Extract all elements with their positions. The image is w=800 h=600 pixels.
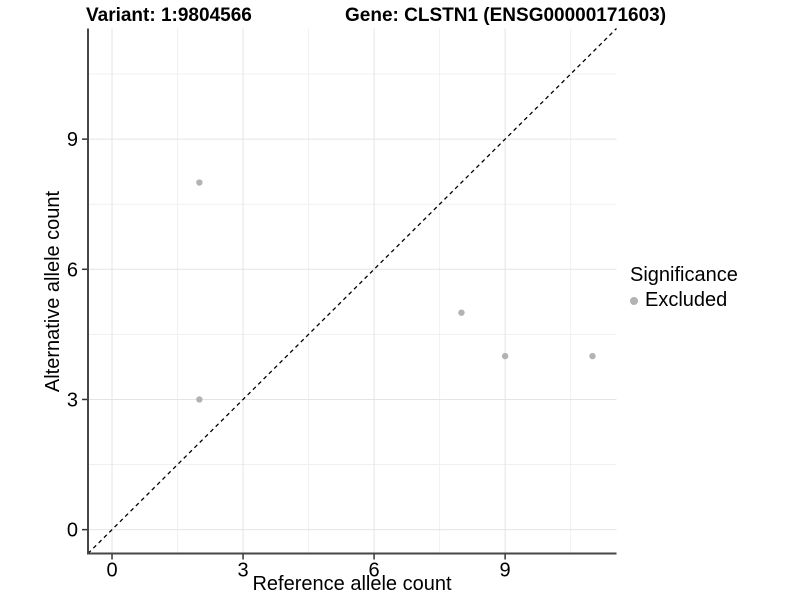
legend: Significance Excluded: [630, 264, 738, 312]
y-tick-label: 6: [67, 259, 78, 281]
data-point: [458, 309, 465, 316]
y-tick-label: 0: [67, 520, 78, 542]
y-axis-title-box: Alternative allele count: [40, 29, 68, 554]
circle-icon: [630, 296, 638, 305]
x-axis-title: Reference allele count: [252, 573, 452, 595]
variant-title: Variant: 1:9804566: [86, 5, 252, 26]
y-tick-label: 3: [67, 389, 78, 411]
y-tick-label: 9: [67, 129, 78, 151]
x-tick-label: 0: [106, 560, 117, 582]
x-tick-label: 9: [500, 560, 511, 582]
legend-item-label: Excluded: [645, 289, 728, 311]
y-axis-title: Alternative allele count: [42, 190, 65, 393]
identity-line: [87, 28, 617, 554]
legend-item-excluded: Excluded: [630, 289, 738, 312]
data-point: [589, 352, 596, 360]
x-tick-label: 6: [369, 560, 380, 582]
data-point: [196, 179, 203, 186]
gene-title: Gene: CLSTN1 (ENSG00000171603): [345, 5, 667, 26]
data-point: [501, 352, 509, 360]
x-tick-label: 3: [237, 560, 248, 582]
data-point: [196, 396, 203, 403]
legend-title: Significance: [630, 264, 738, 286]
